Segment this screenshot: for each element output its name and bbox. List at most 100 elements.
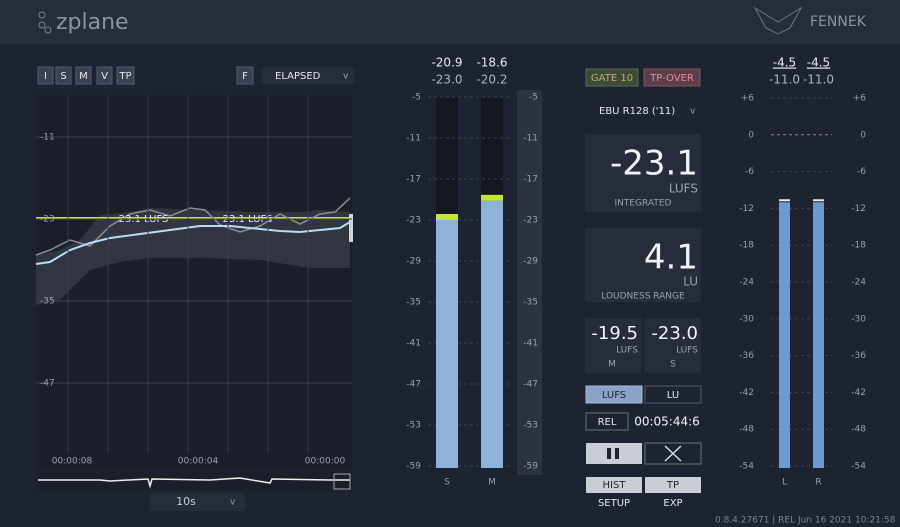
unit: LU [683, 275, 698, 289]
overview-window[interactable] [333, 473, 351, 490]
elapsed-time: 00:05:44:6 [634, 415, 700, 429]
max-label[interactable]: -4.5 [773, 56, 796, 70]
y-tick-label: -11 [40, 133, 55, 143]
meter-cap [436, 214, 458, 220]
view-button[interactable] [116, 66, 135, 85]
current-label: -11.0 [769, 73, 800, 87]
scale-column [517, 90, 542, 475]
scale-label: -36 [739, 351, 754, 361]
view-button-label: M [79, 71, 88, 82]
scale-label: -24 [739, 278, 754, 288]
tp-label: TP [666, 480, 679, 491]
rel-button[interactable] [585, 412, 629, 431]
integrated-box [585, 134, 701, 212]
scale-label: -29 [523, 257, 538, 267]
pause-button[interactable] [586, 443, 642, 464]
dropdown-arrow: v [690, 107, 696, 117]
scale-label: -5 [529, 93, 538, 103]
scale-label: -42 [739, 388, 754, 398]
tp-over-button[interactable] [643, 68, 701, 87]
lu-button[interactable] [644, 385, 702, 404]
meter-bar [813, 202, 824, 468]
lufs-button[interactable] [585, 385, 643, 404]
view-button[interactable] [96, 66, 113, 85]
current-label: -20.2 [476, 73, 507, 87]
standard[interactable]: EBU R128 ('11) [599, 106, 675, 117]
time-label: 00:00:04 [178, 457, 219, 467]
reset-icon [664, 445, 682, 462]
max-label[interactable]: -4.5 [807, 56, 830, 70]
export-button[interactable]: EXP [663, 498, 682, 509]
scale-label: +6 [853, 94, 867, 104]
pause-icon [615, 448, 619, 459]
scale-label: -17 [406, 175, 421, 185]
freeze-button[interactable] [236, 66, 254, 85]
unit: LUFS [616, 346, 638, 356]
scale-label: -35 [523, 298, 538, 308]
setup-button[interactable]: SETUP [598, 498, 630, 509]
header-bar [0, 0, 900, 44]
max-label[interactable]: -20.9 [431, 56, 462, 70]
brand-icon [753, 6, 803, 35]
scale-label: -23 [523, 216, 538, 226]
meter-bar [481, 200, 503, 468]
scale-label: 0 [748, 130, 754, 140]
view-button-label: V [101, 71, 108, 82]
hist-label: HIST [603, 480, 627, 491]
channel-label: S [444, 478, 450, 488]
scale-label: -29 [406, 257, 421, 267]
view-button[interactable] [75, 66, 92, 85]
scale-label: -48 [851, 425, 866, 435]
max-label[interactable]: -18.6 [476, 56, 507, 70]
scale-label: -54 [739, 462, 754, 472]
range-select[interactable] [150, 493, 245, 511]
dropdown-arrow: v [343, 72, 349, 82]
scale-label: -17 [523, 175, 538, 185]
gate-button[interactable] [585, 68, 639, 87]
channel-label: R [815, 478, 821, 488]
y-tick-label: -47 [40, 379, 55, 389]
unit: LUFS [669, 182, 698, 196]
scale-label: -47 [523, 380, 538, 390]
scale-label: -30 [851, 314, 866, 324]
lufs-label: LUFS [602, 390, 626, 401]
meter-bar [436, 220, 458, 468]
rel-label: REL [598, 417, 617, 428]
scale-label: -24 [851, 278, 866, 288]
scale-label: -18 [851, 241, 866, 251]
scale-label: -42 [851, 388, 866, 398]
scale-label: +6 [741, 94, 755, 104]
tp-button[interactable] [645, 477, 701, 493]
overview [36, 472, 352, 490]
lu-label: LU [667, 390, 679, 401]
scale-label: -12 [739, 204, 754, 214]
scale-label: -41 [523, 339, 538, 349]
range-band [36, 208, 350, 305]
momentary-value: -19.5 [591, 323, 638, 344]
mode-label: ELAPSED [275, 71, 321, 82]
scale-label: 0 [860, 130, 866, 140]
overview-wave [38, 477, 350, 489]
view-button[interactable] [55, 66, 72, 85]
scale-label: -59 [406, 462, 421, 472]
dropdown-arrow: v [230, 498, 236, 508]
scale-label: -11 [523, 134, 538, 144]
scale-label: -47 [406, 380, 421, 390]
time-label: 00:00:08 [52, 457, 93, 467]
short-term-value: -23.0 [651, 323, 698, 344]
momentary-box [585, 318, 641, 373]
view-button[interactable] [37, 66, 54, 85]
view-button-label: TP [118, 71, 131, 82]
logo-icon [38, 11, 46, 19]
scale-label: -12 [851, 204, 866, 214]
hist-button[interactable] [586, 477, 642, 493]
range-value: 4.1 [644, 238, 698, 278]
box-label: S [670, 360, 676, 370]
box-label: M [608, 360, 616, 370]
mode-select[interactable] [262, 67, 354, 84]
unit: LUFS [676, 346, 698, 356]
brand: FENNEK [810, 14, 867, 30]
history-graph [36, 95, 352, 470]
scale-label: -53 [523, 421, 538, 431]
box-label: LOUDNESS RANGE [601, 292, 685, 302]
